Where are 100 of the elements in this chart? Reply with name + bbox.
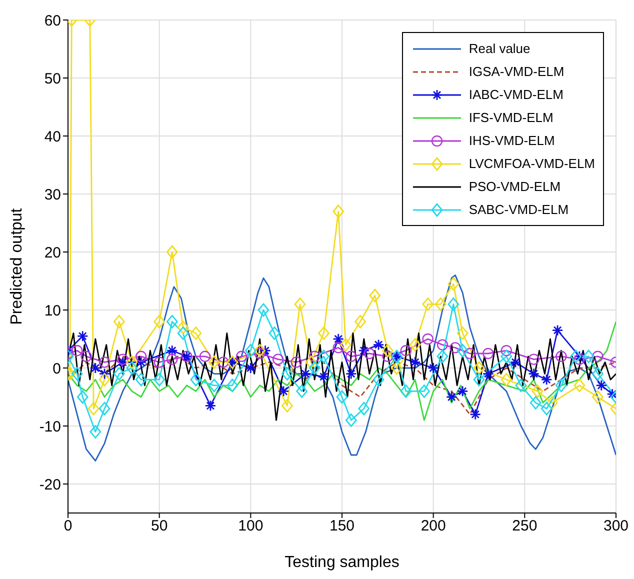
x-axis-title: Testing samples [284,554,400,571]
legend-label: IABC-VMD-ELM [468,87,564,102]
y-tick-label: 0 [52,360,61,378]
legend-label: Real value [468,41,530,56]
point [166,354,178,365]
point [135,350,147,362]
point [296,384,308,398]
x-tick-label: 250 [512,518,538,535]
point [500,350,512,364]
point [268,326,280,340]
legend-label: IGSA-VMD-ELM [468,64,564,79]
x-tick-label: 50 [150,518,168,535]
point [369,288,381,302]
point [305,356,317,369]
y-tick-label: 30 [44,186,61,204]
point [208,356,220,369]
point [473,372,485,386]
point [76,390,88,404]
point [177,320,189,334]
point [254,348,266,360]
point [166,245,178,259]
legend-label: IFS-VMD-ELM [468,110,554,125]
x-tick-label: 100 [238,518,264,535]
point [500,345,512,356]
point [358,402,370,416]
y-tick-label: -10 [39,418,61,436]
point [500,372,512,386]
point [332,342,344,354]
point [135,372,147,386]
point [450,342,461,354]
point [80,350,92,362]
point [436,339,448,350]
point [154,356,165,368]
point [556,378,567,392]
point [574,354,586,365]
y-tick-label: 60 [44,12,61,30]
y-tick-label: 10 [44,302,61,320]
point [530,396,542,410]
point [400,345,412,356]
point [71,367,83,380]
point [258,303,270,317]
y-axis-title: Predicted output [8,208,26,325]
point [592,367,604,380]
point [113,367,125,380]
point [556,350,567,362]
point [290,356,302,368]
point [126,356,138,369]
point [434,298,446,311]
point [436,350,448,364]
point [456,326,468,340]
point [592,350,604,362]
point [309,350,320,362]
point [422,298,434,311]
point [546,396,558,410]
point [88,402,100,416]
point [372,372,384,386]
point [226,378,238,392]
point [400,384,412,398]
x-tick-label: 0 [64,518,72,535]
point [244,344,256,358]
point [532,384,544,398]
point [354,314,366,328]
point [540,402,552,416]
point [190,326,202,340]
y-tick-label: 50 [44,70,61,88]
point [346,350,357,362]
legend-label: LVCMFOA-VMD-ELM [468,156,595,171]
point [382,344,394,358]
point [332,204,344,218]
legend-label: IHS-VMD-ELM [468,133,555,148]
point [282,367,293,380]
point [166,314,178,328]
y-tick-label: 40 [44,128,61,146]
point [318,350,330,364]
x-tick-label: 300 [603,518,629,535]
point [515,378,527,392]
point [336,390,348,404]
point [98,402,110,416]
line-series [68,274,616,462]
y-tick-label: -20 [39,476,61,494]
point [190,372,202,386]
point [308,361,320,375]
point [294,298,306,311]
point [98,356,110,368]
point [282,399,293,412]
point [422,333,434,345]
point [592,390,604,404]
point [154,372,166,386]
point [418,384,430,398]
point [117,354,128,365]
point [126,361,138,375]
legend-label: SABC-VMD-ELM [468,202,569,217]
point [177,326,189,340]
legend-label: PSO-VMD-ELM [468,179,561,194]
point [382,350,394,362]
point [218,356,229,368]
point [208,378,220,392]
point [464,348,476,360]
point [154,314,166,328]
y-tick-label: 20 [44,244,61,262]
